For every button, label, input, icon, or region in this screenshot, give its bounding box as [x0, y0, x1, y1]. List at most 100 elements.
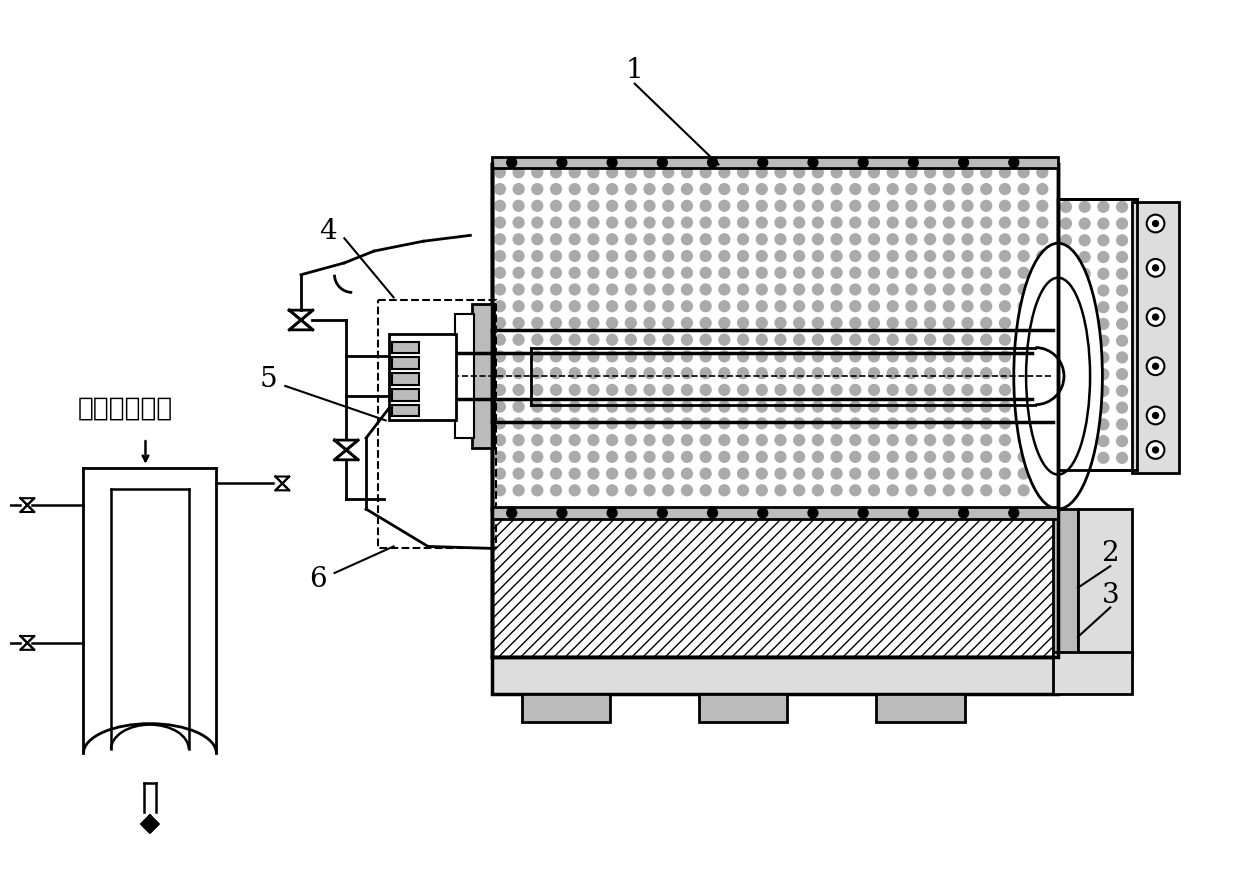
Circle shape [849, 183, 861, 195]
Circle shape [981, 250, 992, 261]
Circle shape [701, 367, 711, 378]
Circle shape [794, 351, 805, 362]
Bar [1053, 509, 1078, 657]
Circle shape [909, 157, 919, 167]
Circle shape [682, 317, 692, 328]
Circle shape [682, 384, 692, 395]
Circle shape [906, 468, 916, 479]
Circle shape [513, 167, 525, 178]
Circle shape [738, 267, 749, 278]
Circle shape [682, 401, 692, 412]
Circle shape [644, 485, 655, 496]
Circle shape [981, 200, 992, 211]
Circle shape [756, 434, 768, 445]
Circle shape [794, 485, 805, 496]
Circle shape [812, 300, 823, 312]
Circle shape [663, 250, 673, 261]
Circle shape [1079, 201, 1090, 212]
Circle shape [513, 468, 525, 479]
Circle shape [906, 367, 916, 378]
Circle shape [1117, 251, 1127, 263]
Circle shape [513, 451, 525, 462]
Circle shape [657, 508, 667, 518]
Circle shape [999, 468, 1011, 479]
Circle shape [495, 334, 506, 345]
Circle shape [962, 384, 973, 395]
Circle shape [606, 451, 618, 462]
Circle shape [831, 300, 842, 312]
Circle shape [906, 384, 916, 395]
Circle shape [868, 367, 879, 378]
Circle shape [513, 367, 525, 378]
Circle shape [1147, 308, 1164, 326]
Circle shape [858, 508, 868, 518]
Circle shape [981, 401, 992, 412]
Circle shape [888, 418, 898, 429]
Circle shape [794, 267, 805, 278]
Circle shape [756, 267, 768, 278]
Circle shape [1009, 157, 1019, 167]
Circle shape [962, 418, 973, 429]
Circle shape [1153, 363, 1158, 369]
Circle shape [981, 434, 992, 445]
Circle shape [925, 167, 935, 178]
Circle shape [551, 284, 562, 295]
Circle shape [701, 351, 711, 362]
Circle shape [625, 384, 636, 395]
Circle shape [682, 183, 692, 195]
Circle shape [507, 157, 517, 167]
Circle shape [794, 384, 805, 395]
Circle shape [644, 300, 655, 312]
Circle shape [849, 284, 861, 295]
Circle shape [532, 300, 543, 312]
Circle shape [831, 434, 842, 445]
Circle shape [682, 217, 692, 228]
Circle shape [1097, 318, 1109, 329]
Circle shape [1079, 452, 1090, 463]
Circle shape [1117, 201, 1127, 212]
Circle shape [812, 284, 823, 295]
Circle shape [719, 351, 730, 362]
Bar [492, 164, 1058, 509]
Bar [392, 342, 419, 353]
Circle shape [625, 418, 636, 429]
Circle shape [569, 418, 580, 429]
Circle shape [981, 300, 992, 312]
Circle shape [719, 217, 730, 228]
Circle shape [663, 300, 673, 312]
Circle shape [1018, 250, 1029, 261]
Circle shape [944, 434, 955, 445]
Circle shape [738, 351, 749, 362]
Circle shape [849, 334, 861, 345]
Circle shape [999, 451, 1011, 462]
Circle shape [701, 300, 711, 312]
Bar [472, 304, 494, 448]
Circle shape [758, 508, 768, 518]
Circle shape [1079, 251, 1090, 263]
Circle shape [906, 234, 916, 245]
Circle shape [663, 351, 673, 362]
Circle shape [513, 284, 525, 295]
Bar [492, 509, 1058, 657]
Circle shape [682, 200, 692, 211]
Circle shape [831, 217, 842, 228]
Circle shape [812, 384, 823, 395]
Circle shape [663, 334, 673, 345]
Circle shape [944, 384, 955, 395]
Circle shape [569, 485, 580, 496]
Circle shape [588, 468, 599, 479]
Circle shape [738, 284, 749, 295]
Circle shape [606, 267, 618, 278]
Circle shape [532, 401, 543, 412]
Circle shape [738, 334, 749, 345]
Circle shape [925, 267, 935, 278]
Circle shape [644, 334, 655, 345]
Circle shape [999, 367, 1011, 378]
Circle shape [719, 384, 730, 395]
Circle shape [775, 451, 786, 462]
Circle shape [1060, 235, 1071, 246]
Circle shape [551, 351, 562, 362]
Circle shape [906, 267, 916, 278]
Circle shape [569, 401, 580, 412]
Circle shape [606, 217, 618, 228]
